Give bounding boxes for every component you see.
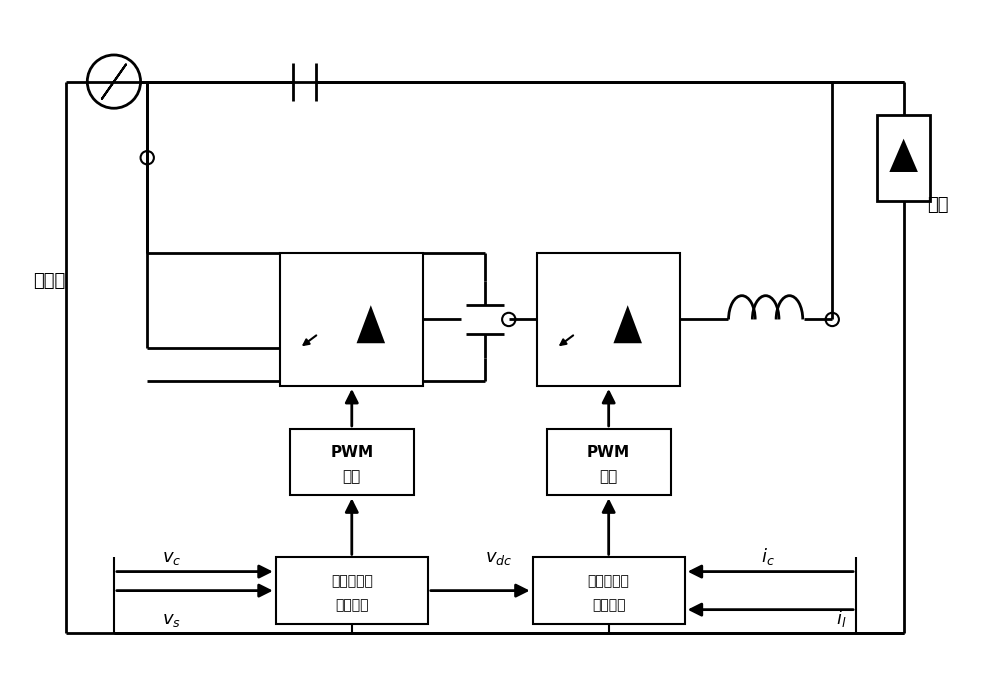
Text: $i_c$: $i_c$ [761,546,774,567]
Text: 电流控制: 电流控制 [592,598,625,612]
Bar [281,253,423,386]
Text: $v_{dc}$: $v_{dc}$ [485,549,512,567]
Bar [276,557,428,624]
Polygon shape [613,305,642,343]
Bar [877,115,930,200]
Polygon shape [889,139,918,172]
Text: $v_s$: $v_s$ [161,610,180,628]
Bar [547,429,671,496]
Text: 控制: 控制 [342,469,361,484]
Text: 电源侧: 电源侧 [33,272,65,290]
Bar [537,253,680,386]
Text: 电压控制: 电压控制 [335,598,369,612]
Text: 控制: 控制 [599,469,618,484]
Text: 并联侧补偿: 并联侧补偿 [587,574,630,588]
Text: PWM: PWM [587,445,630,460]
Bar [290,429,413,496]
Bar [532,557,684,624]
Text: $i_l$: $i_l$ [836,608,847,628]
Polygon shape [357,305,385,343]
Text: 串联侧补偿: 串联侧补偿 [331,574,373,588]
Text: 负载: 负载 [928,196,948,214]
Text: $v_c$: $v_c$ [161,549,181,567]
Text: PWM: PWM [330,445,374,460]
